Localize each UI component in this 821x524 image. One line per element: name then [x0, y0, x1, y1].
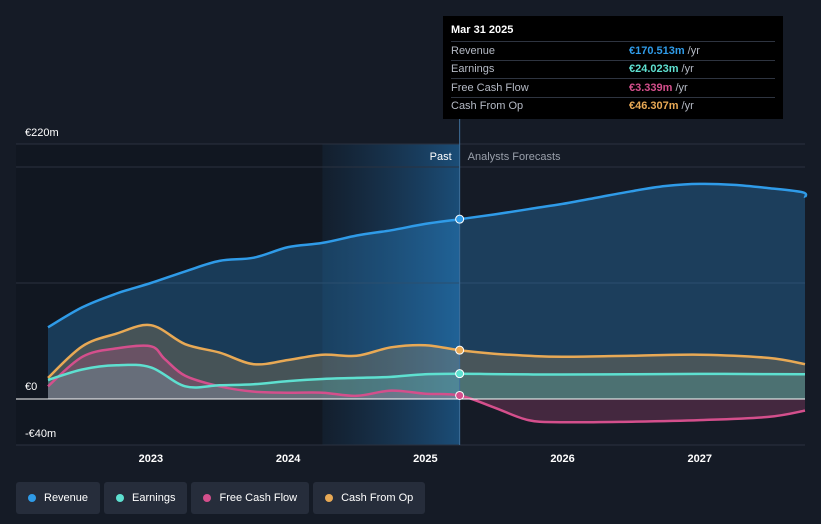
tooltip-value: €24.023m	[629, 63, 679, 76]
tooltip-row-revenue: Revenue €170.513m /yr	[451, 41, 775, 60]
cash-from-op-dot-icon	[325, 494, 334, 502]
legend-item-earnings[interactable]: Earnings	[104, 482, 188, 514]
legend-item-free-cash-flow[interactable]: Free Cash Flow	[191, 482, 310, 514]
tooltip-label: Revenue	[451, 44, 496, 57]
earnings-marker[interactable]	[455, 369, 465, 379]
tooltip-row-free-cash-flow: Free Cash Flow €3.339m /yr	[451, 78, 775, 97]
legend-label: Revenue	[44, 492, 89, 504]
tooltip-row-earnings: Earnings €24.023m /yr	[451, 59, 775, 79]
free-cash-flow-dot-icon	[203, 494, 212, 502]
tooltip-label: Free Cash Flow	[451, 81, 529, 94]
tooltip-unit: /yr	[675, 81, 688, 94]
x-tick-label: 2025	[413, 453, 437, 465]
tooltip-unit: /yr	[681, 100, 694, 113]
tooltip-value: €3.339m	[629, 81, 673, 94]
tooltip-row-cash-from-op: Cash From Op €46.307m /yr	[451, 96, 775, 116]
legend-label: Free Cash Flow	[219, 492, 298, 504]
tooltip-label: Cash From Op	[451, 100, 524, 113]
tooltip-date: Mar 31 2025	[451, 24, 514, 36]
financials-chart: €220m €0 -€40m Past Analysts Forecasts 2…	[16, 96, 808, 465]
x-tick-label: 2027	[688, 453, 712, 465]
earnings-line	[47, 363, 806, 389]
cash-from-op-area	[48, 324, 805, 399]
forecast-label: Analysts Forecasts	[468, 151, 561, 163]
legend-item-revenue[interactable]: Revenue	[16, 482, 101, 514]
revenue-marker[interactable]	[455, 214, 465, 224]
tooltip-value: €170.513m	[629, 44, 685, 57]
y-axis-top-label: €220m	[25, 127, 59, 139]
x-tick-label: 2024	[276, 453, 301, 465]
tooltip-unit: /yr	[687, 44, 700, 57]
free-cash-flow-marker[interactable]	[455, 390, 465, 400]
legend-label: Earnings	[132, 492, 176, 504]
tooltip-unit: /yr	[681, 63, 694, 76]
x-tick-label: 2023	[139, 453, 163, 465]
legend-label: Cash From Op	[341, 492, 414, 504]
revenue-area	[48, 183, 807, 399]
cash-from-op-line	[47, 323, 806, 379]
free-cash-flow-area	[48, 345, 805, 423]
y-axis-zero-label: €0	[25, 381, 37, 393]
tooltip-label: Earnings	[451, 63, 495, 76]
y-axis-bottom-label: -€40m	[25, 428, 56, 440]
tooltip-value: €46.307m	[629, 100, 679, 113]
x-tick-label: 2026	[550, 453, 574, 465]
earnings-dot-icon	[116, 494, 125, 502]
revenue-line	[47, 182, 808, 329]
past-label: Past	[430, 151, 452, 163]
free-cash-flow-line	[47, 344, 806, 424]
tooltip: Mar 31 2025 Revenue €170.513m /yr Earnin…	[443, 16, 783, 119]
legend-item-cash-from-op[interactable]: Cash From Op	[313, 482, 426, 514]
legend: Revenue Earnings Free Cash Flow Cash Fro…	[16, 482, 426, 514]
revenue-dot-icon	[28, 494, 36, 502]
cash-from-op-marker[interactable]	[455, 345, 465, 355]
